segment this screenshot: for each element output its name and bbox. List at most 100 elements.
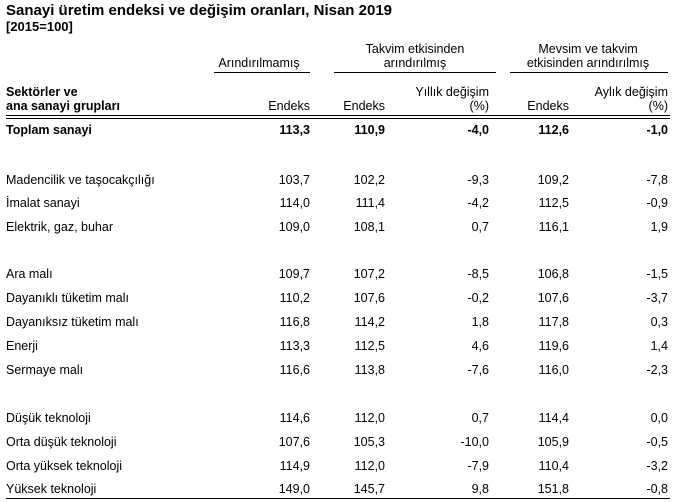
column-header-aylik-degisim: Aylık değişim (%) [595, 85, 668, 113]
group-header-calendar-adjusted: Takvim etkisinden arındırılmış [330, 42, 500, 70]
cell-endeks: 112,6 [538, 123, 569, 137]
cell-annual-change: -4,2 [467, 196, 489, 210]
cell-endeks: 112,5 [354, 339, 385, 353]
row-label: Dayanıksız tüketim malı [6, 315, 139, 329]
page-title: Sanayi üretim endeksi ve değişim oranlar… [6, 2, 393, 19]
cell-endeks: 108,1 [353, 220, 385, 234]
cell-endeks: 113,8 [354, 363, 385, 377]
row-label: Toplam sanayi [6, 123, 92, 137]
cell-monthly-change: -3,2 [646, 459, 668, 473]
cell-endeks: 114,9 [279, 459, 310, 473]
cell-endeks: 112,0 [354, 459, 385, 473]
cell-monthly-change: -3,7 [646, 291, 668, 305]
cell-endeks: 151,8 [537, 482, 569, 496]
cell-endeks: 114,0 [279, 196, 310, 210]
cell-endeks: 107,2 [353, 267, 385, 281]
column-header-endeks-2: Endeks [343, 99, 385, 113]
cell-annual-change: 0,7 [471, 220, 489, 234]
group-header-line: Takvim etkisinden [365, 42, 465, 56]
cell-endeks: 114,4 [538, 411, 569, 425]
cell-monthly-change: -2,3 [646, 363, 668, 377]
cell-annual-change: -8,5 [467, 267, 489, 281]
cell-monthly-change: -1,0 [646, 123, 668, 137]
cell-endeks: 112,5 [538, 196, 569, 210]
cell-endeks: 116,8 [279, 315, 310, 329]
group-underline [214, 72, 310, 73]
cell-endeks: 149,0 [278, 482, 310, 496]
cell-monthly-change: -0,8 [646, 482, 668, 496]
row-label: Düşük teknoloji [6, 411, 91, 425]
cell-annual-change: -9,3 [467, 173, 489, 187]
cell-endeks: 119,6 [538, 339, 569, 353]
cell-annual-change: 1,8 [471, 315, 489, 329]
row-label: Yüksek teknoloji [6, 482, 97, 496]
group-header-line: Arındırılmamış [218, 56, 300, 70]
cell-endeks: 113,3 [279, 339, 310, 353]
cell-endeks: 114,2 [354, 315, 385, 329]
cell-endeks: 113,3 [279, 123, 310, 137]
cell-endeks: 102,2 [353, 173, 385, 187]
cell-endeks: 110,9 [354, 123, 385, 137]
group-header-unadjusted: Arındırılmamış [205, 56, 313, 70]
cell-endeks: 106,8 [537, 267, 569, 281]
cell-endeks: 109,2 [537, 173, 569, 187]
column-header-line: Endeks [343, 99, 385, 113]
row-label: Madencilik ve taşocakçılığı [6, 173, 155, 187]
cell-endeks: 110,2 [279, 291, 310, 305]
cell-endeks: 110,4 [538, 459, 569, 473]
cell-monthly-change: -7,8 [646, 173, 668, 187]
group-header-line: etkisinden arındırılmış [526, 56, 650, 70]
column-header-line: Aylık değişim [594, 85, 668, 99]
row-header-line: Sektörler ve [6, 85, 78, 99]
cell-endeks: 107,6 [278, 435, 310, 449]
column-header-line: (%) [648, 99, 668, 113]
cell-annual-change: 9,8 [471, 482, 489, 496]
header-rule [6, 115, 670, 116]
cell-monthly-change: -1,5 [646, 267, 668, 281]
cell-monthly-change: 0,0 [650, 411, 668, 425]
row-label: Orta düşük teknoloji [6, 435, 117, 449]
cell-endeks: 109,7 [278, 267, 310, 281]
cell-endeks: 116,0 [538, 363, 569, 377]
cell-endeks: 103,7 [278, 173, 310, 187]
row-label: Orta yüksek teknoloji [6, 459, 123, 473]
column-header-line: (%) [469, 99, 489, 113]
cell-annual-change: -10,0 [460, 435, 490, 449]
cell-annual-change: 4,6 [471, 339, 489, 353]
cell-monthly-change: -0,5 [646, 435, 668, 449]
row-label: Elektrik, gaz, buhar [6, 220, 113, 234]
header-rule [6, 118, 670, 119]
cell-endeks: 107,6 [537, 291, 569, 305]
column-header-endeks-1: Endeks [268, 99, 310, 113]
group-underline [510, 72, 668, 73]
cell-monthly-change: 1,4 [650, 339, 668, 353]
column-header-yillik-degisim: Yıllık değişim (%) [415, 85, 489, 113]
row-label: Sermaye malı [6, 363, 84, 377]
footer-rule [6, 498, 670, 499]
cell-endeks: 145,7 [353, 482, 385, 496]
base-year-note: [2015=100] [6, 19, 73, 34]
cell-monthly-change: 0,3 [650, 315, 668, 329]
column-header-line: Yıllık değişim [415, 85, 489, 99]
cell-endeks: 105,3 [353, 435, 385, 449]
cell-endeks: 112,0 [354, 411, 385, 425]
cell-endeks: 116,6 [279, 363, 310, 377]
cell-monthly-change: -0,9 [646, 196, 668, 210]
row-label: Enerji [6, 339, 38, 353]
column-header-line: Endeks [527, 99, 569, 113]
row-header: Sektörler ve ana sanayi grupları [6, 85, 120, 113]
cell-endeks: 109,0 [278, 220, 310, 234]
row-label: İmalat sanayi [6, 196, 80, 210]
cell-endeks: 117,8 [538, 315, 569, 329]
cell-annual-change: -7,9 [467, 459, 489, 473]
cell-endeks: 114,6 [279, 411, 310, 425]
cell-monthly-change: 1,9 [650, 220, 668, 234]
cell-endeks: 111,4 [355, 196, 385, 210]
cell-annual-change: 0,7 [471, 411, 489, 425]
column-header-endeks-3: Endeks [527, 99, 569, 113]
cell-endeks: 116,1 [538, 220, 569, 234]
cell-endeks: 105,9 [537, 435, 569, 449]
row-label: Dayanıklı tüketim malı [6, 291, 129, 305]
cell-annual-change: -0,2 [467, 291, 489, 305]
group-header-line: arındırılmış [383, 56, 447, 70]
